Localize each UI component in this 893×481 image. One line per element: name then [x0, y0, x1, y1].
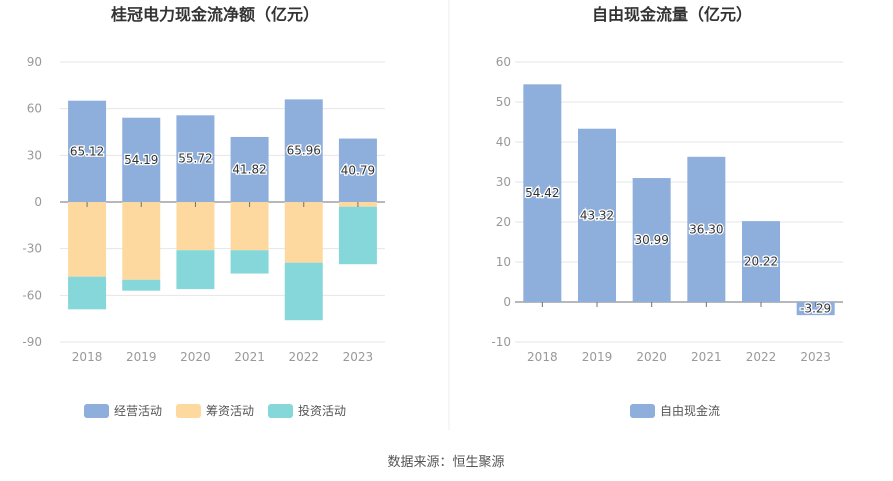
y-tick-label: 40 [496, 135, 511, 149]
x-tick-label: 2018 [527, 350, 558, 364]
legend-label[interactable]: 经营活动 [114, 404, 162, 418]
chart-title: 自由现金流量（亿元） [592, 5, 752, 24]
data-label: 20.22 [744, 255, 778, 269]
y-tick-label: 30 [27, 148, 42, 162]
legend-swatch[interactable] [268, 404, 293, 418]
y-tick-label: 50 [496, 95, 511, 109]
x-tick-label: 2022 [288, 350, 319, 364]
data-label: 55.72 [178, 152, 212, 166]
legend-label[interactable]: 自由现金流 [660, 403, 720, 418]
data-label: 65.96 [287, 144, 321, 158]
bar-2019-series-2 [122, 279, 161, 291]
cashflow-net-chart: 桂冠电力现金流净额（亿元） 90 60 30 0 -30 -60 -90 65.12 54.19 5… [22, 5, 385, 418]
x-tick-label: 2023 [800, 350, 831, 364]
x-tick-label: 2021 [691, 350, 722, 364]
data-label: 54.19 [124, 153, 158, 167]
y-tick-label: 60 [27, 102, 42, 116]
y-tick-label: 0 [34, 195, 42, 209]
bar-2022-series-0 [742, 221, 780, 302]
bar-2021-series-1 [230, 202, 269, 251]
x-tick-label: 2021 [234, 350, 265, 364]
y-tick-label: -60 [22, 288, 42, 302]
bar-2019-series-1 [122, 202, 161, 280]
y-tick-label: 90 [27, 55, 42, 69]
x-tick-label: 2018 [72, 350, 103, 364]
x-tick-label: 2019 [126, 350, 157, 364]
bar-2023-series-2 [338, 206, 377, 265]
bar-2019-series-0 [122, 117, 161, 202]
bar-2022-series-1 [284, 202, 323, 263]
bar-2021-series-0 [687, 156, 726, 302]
source-note: 数据来源：恒生聚源 [387, 455, 504, 470]
data-label: 65.12 [70, 144, 104, 158]
bar-2022-series-2 [284, 262, 323, 321]
x-tick-label: 2020 [180, 350, 211, 364]
data-label: 36.30 [689, 222, 723, 236]
x-tick-label: 2019 [582, 350, 613, 364]
y-tick-label: 20 [496, 215, 511, 229]
y-tick-label: -90 [22, 335, 42, 349]
legend-label[interactable]: 筹资活动 [206, 404, 254, 418]
data-label: 30.99 [634, 233, 668, 247]
bar-2020-series-0 [632, 178, 671, 302]
x-tick-label: 2020 [636, 350, 667, 364]
bar-2021-series-2 [230, 250, 269, 274]
legend-label[interactable]: 投资活动 [298, 403, 346, 418]
y-tick-label: -30 [22, 242, 42, 256]
bar-2020-series-2 [176, 250, 215, 290]
y-tick-label: -10 [491, 335, 511, 349]
y-tick-label: 10 [496, 255, 511, 269]
data-label: 54.42 [525, 186, 559, 200]
chart-title: 桂冠电力现金流净额（亿元） [110, 5, 319, 24]
free-cashflow-chart: 自由现金流量（亿元） 60 50 40 30 20 10 0 -10 54.42 43.32 30.9… [491, 5, 843, 418]
bar-2018-series-0 [523, 84, 562, 302]
legend-swatch[interactable] [84, 404, 109, 418]
bar-2023-series-0 [338, 138, 377, 202]
legend-swatch[interactable] [176, 404, 201, 418]
bar-2023-series-0 [796, 302, 835, 316]
bar-2019-series-0 [578, 128, 616, 302]
y-tick-label: 30 [496, 175, 511, 189]
bar-2018-series-2 [68, 276, 107, 310]
x-tick-label: 2023 [343, 350, 374, 364]
bar-2018-series-1 [68, 202, 107, 277]
bar-2020-series-0 [176, 115, 215, 202]
data-label: 40.79 [341, 163, 375, 177]
y-tick-label: 0 [503, 295, 511, 309]
bar-2022-series-0 [284, 99, 323, 202]
data-label: 43.32 [580, 208, 614, 222]
bar-2021-series-0 [230, 136, 269, 202]
bar-2020-series-1 [176, 202, 215, 251]
data-label: 41.82 [232, 162, 266, 176]
y-tick-label: 60 [496, 55, 511, 69]
legend-swatch[interactable] [630, 404, 655, 418]
bar-2018-series-0 [68, 100, 107, 202]
data-label: -3.29 [800, 302, 831, 316]
x-tick-label: 2022 [746, 350, 777, 364]
